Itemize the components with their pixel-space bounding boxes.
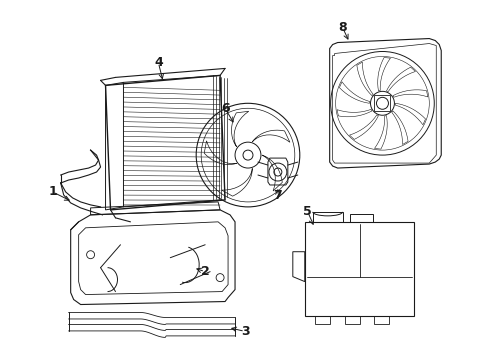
Text: 8: 8 (338, 21, 347, 34)
Text: 3: 3 (241, 325, 249, 338)
Text: 1: 1 (49, 185, 57, 198)
Text: 7: 7 (273, 189, 282, 202)
Text: 2: 2 (201, 265, 210, 278)
Text: 4: 4 (154, 56, 163, 69)
Text: 6: 6 (221, 102, 229, 115)
Text: 5: 5 (303, 205, 312, 219)
